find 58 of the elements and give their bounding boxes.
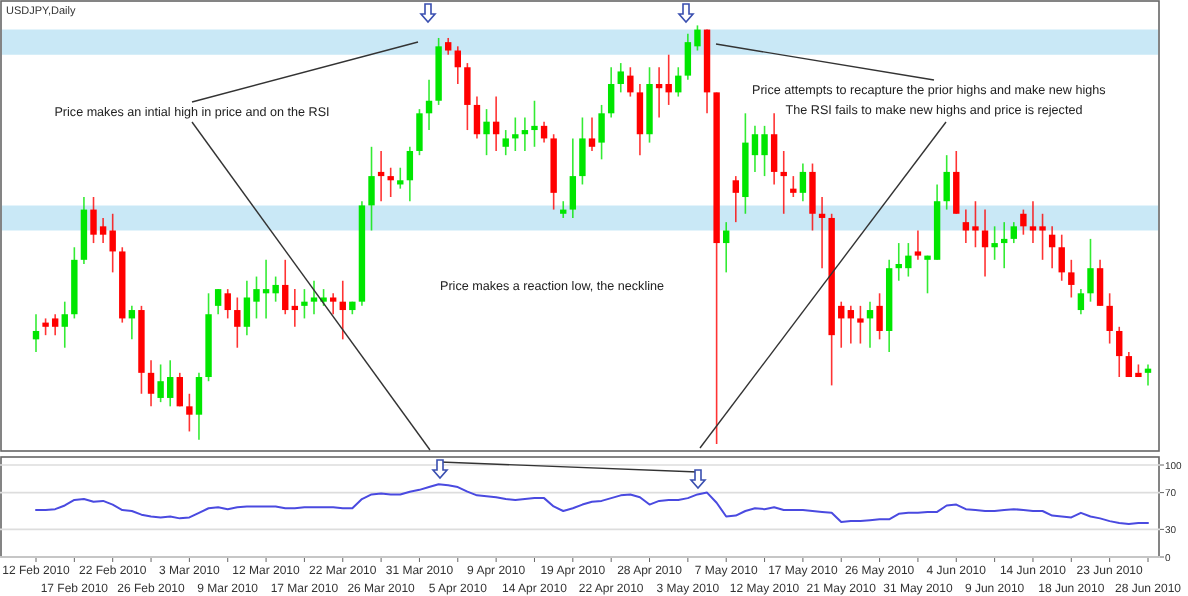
candlestick bbox=[540, 120, 548, 144]
candlestick bbox=[195, 372, 203, 441]
candlestick bbox=[1020, 208, 1027, 236]
candlestick bbox=[1048, 225, 1056, 269]
candlestick bbox=[531, 99, 538, 148]
candlestick bbox=[234, 296, 241, 349]
candlestick bbox=[579, 116, 586, 186]
candlestick bbox=[914, 229, 922, 261]
candlestick bbox=[943, 154, 950, 211]
candlestick bbox=[416, 108, 423, 156]
candlestick bbox=[1058, 233, 1065, 282]
candlestick bbox=[1106, 292, 1113, 345]
candlestick bbox=[61, 300, 68, 349]
candlestick bbox=[224, 288, 231, 320]
candlestick bbox=[953, 150, 960, 215]
candlestick bbox=[636, 83, 644, 156]
candlestick bbox=[492, 95, 500, 152]
candlestick bbox=[454, 45, 461, 85]
candlestick bbox=[483, 108, 490, 156]
candlestick bbox=[147, 359, 155, 408]
candlestick bbox=[387, 166, 394, 198]
candlestick bbox=[770, 112, 778, 186]
candlestick bbox=[1087, 238, 1094, 303]
candlestick bbox=[809, 162, 816, 232]
candlestick bbox=[1010, 221, 1017, 244]
candlestick bbox=[368, 145, 375, 232]
candlestick bbox=[473, 95, 481, 140]
candlestick bbox=[598, 104, 605, 161]
candlestick bbox=[732, 175, 739, 223]
candlestick bbox=[627, 66, 634, 98]
candlestick bbox=[1116, 325, 1123, 378]
candlestick bbox=[301, 288, 308, 320]
candlestick bbox=[588, 116, 596, 152]
candlestick bbox=[790, 175, 797, 198]
candlestick bbox=[991, 225, 998, 261]
candlestick bbox=[406, 145, 414, 203]
candlestick bbox=[214, 288, 222, 316]
line-series bbox=[35, 483, 1149, 525]
candlestick bbox=[876, 292, 883, 341]
candlestick bbox=[1096, 259, 1104, 307]
candlestick bbox=[607, 66, 615, 119]
candlestick bbox=[723, 221, 730, 274]
candlestick bbox=[282, 259, 289, 316]
candlestick bbox=[186, 392, 193, 433]
candlestick bbox=[1068, 259, 1075, 299]
candlestick bbox=[425, 79, 433, 131]
candlestick bbox=[464, 62, 471, 131]
candlestick bbox=[857, 305, 864, 345]
candlestick bbox=[176, 372, 183, 408]
candlestick bbox=[981, 208, 989, 278]
candlestick bbox=[329, 292, 337, 316]
candlestick bbox=[569, 137, 577, 219]
candlestick bbox=[1077, 288, 1085, 316]
candlestick bbox=[512, 116, 519, 152]
candlestick bbox=[617, 62, 624, 94]
candlestick bbox=[799, 162, 807, 203]
candlestick bbox=[675, 66, 682, 98]
candlestick bbox=[502, 129, 509, 156]
